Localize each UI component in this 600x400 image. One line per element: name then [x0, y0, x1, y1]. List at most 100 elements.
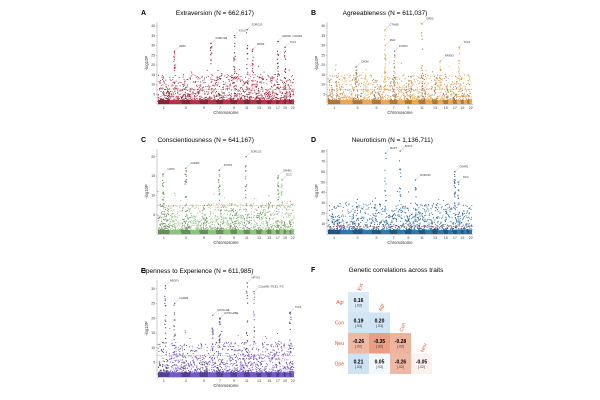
snp-point: [248, 213, 250, 215]
snp-point: [163, 225, 165, 227]
snp-point: [278, 98, 280, 100]
snp-point: [342, 91, 345, 93]
snp-point: [429, 88, 431, 90]
snp-point: [329, 75, 331, 77]
snp-point: [230, 93, 233, 95]
snp-point: [184, 228, 186, 230]
snp-point: [236, 85, 238, 87]
snp-point: [195, 225, 197, 227]
snp-point: [213, 79, 215, 81]
snp-point: [242, 88, 244, 90]
peak-point: [246, 63, 248, 66]
snp-point: [172, 221, 174, 223]
snp-point: [269, 95, 271, 97]
panel-subtitle: (N = 641,167): [214, 137, 254, 144]
snp-point: [335, 69, 337, 71]
snp-point: [208, 203, 210, 205]
snp-point: [388, 62, 390, 64]
snp-point: [240, 221, 242, 223]
snp-point: [211, 84, 214, 86]
snp-point: [159, 88, 161, 90]
snp-point: [177, 89, 179, 91]
snp-point: [157, 96, 159, 98]
snp-point: [438, 86, 440, 88]
x-tick-label: 22: [291, 106, 295, 110]
snp-point: [285, 95, 287, 97]
snp-point: [286, 96, 288, 98]
snp-point: [408, 86, 410, 88]
snp-point: [410, 75, 412, 77]
snp-point: [337, 75, 339, 77]
snp-point: [283, 88, 285, 90]
chromosome-band: [261, 229, 267, 234]
snp-point: [276, 84, 278, 86]
snp-point: [224, 221, 226, 223]
peak-point: [457, 77, 460, 80]
snp-point: [160, 96, 162, 98]
snp-point: [174, 194, 176, 196]
y-axis-label: -log10P: [144, 56, 149, 71]
snp-point: [195, 206, 197, 208]
chromosome-band: [158, 100, 170, 104]
snp-point: [410, 89, 412, 91]
snp-point: [265, 222, 267, 225]
peak-point: [356, 69, 358, 71]
snp-point: [169, 215, 171, 217]
snp-point: [199, 211, 201, 213]
snp-point: [265, 206, 267, 208]
snp-point: [335, 85, 337, 87]
snp-point: [184, 97, 186, 99]
snp-point: [419, 91, 421, 93]
peak-point: [393, 85, 395, 87]
snp-point: [241, 98, 243, 101]
snp-point: [214, 92, 216, 94]
snp-point: [163, 76, 165, 78]
snp-point: [399, 98, 401, 100]
snp-point: [244, 95, 246, 97]
snp-point: [279, 90, 281, 92]
snp-point: [469, 93, 471, 95]
snp-point: [328, 81, 330, 83]
snp-point: [327, 95, 329, 97]
chromosome-band: [223, 100, 231, 104]
snp-point: [167, 226, 169, 228]
snp-point: [159, 81, 161, 83]
snp-point: [231, 82, 233, 84]
snp-point: [170, 80, 172, 82]
snp-point: [229, 75, 231, 77]
snp-point: [238, 216, 240, 218]
snp-point: [353, 99, 355, 101]
snp-point: [360, 95, 362, 97]
snp-point: [261, 226, 263, 228]
snp-point: [390, 96, 392, 98]
snp-point: [257, 97, 259, 99]
peak-point: [385, 72, 387, 74]
chromosome-band: [397, 100, 405, 104]
snp-point: [246, 93, 248, 95]
snp-point: [209, 205, 211, 207]
snp-point: [356, 76, 358, 78]
snp-point: [217, 69, 219, 72]
snp-point: [277, 227, 279, 229]
snp-point: [339, 98, 341, 100]
snp-point: [216, 219, 218, 221]
snp-point: [458, 90, 460, 92]
snp-point: [177, 82, 179, 84]
snp-point: [456, 87, 458, 89]
snp-point: [465, 95, 467, 97]
peak-point: [276, 58, 278, 60]
snp-point: [267, 228, 269, 230]
snp-point: [206, 76, 208, 78]
snp-point: [261, 222, 263, 224]
snp-point: [160, 91, 162, 93]
snp-point: [255, 80, 257, 82]
peak-point: [276, 50, 279, 52]
snp-point: [222, 206, 224, 208]
snp-point: [235, 77, 237, 79]
snp-point: [198, 222, 200, 224]
snp-point: [441, 94, 444, 97]
snp-point: [199, 91, 201, 93]
snp-point: [470, 82, 472, 84]
snp-point: [395, 93, 397, 96]
snp-point: [353, 77, 355, 79]
